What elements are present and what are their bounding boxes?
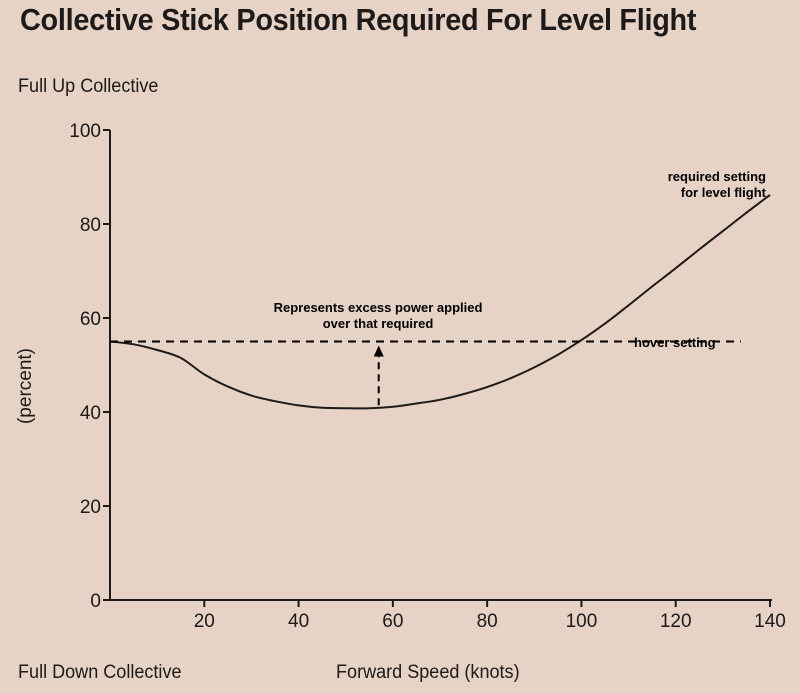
curve-label-line2: for level flight xyxy=(681,185,767,200)
y-tick-label: 0 xyxy=(90,591,101,612)
excess-power-label-line1: Represents excess power applied xyxy=(274,300,483,315)
x-tick-label: 40 xyxy=(288,611,309,632)
hover-setting-label: hover setting xyxy=(634,335,716,350)
x-tick-label: 100 xyxy=(566,611,598,632)
required-setting-curve xyxy=(109,194,771,410)
x-tick-label: 140 xyxy=(754,611,786,632)
axes: 0 20 40 60 80 100 20 40 60 80 100 120 140 xyxy=(69,121,786,632)
excess-power-arrowhead xyxy=(373,345,384,357)
x-axis-label: Forward Speed (knots) xyxy=(336,662,520,683)
excess-power-label-line2: over that required xyxy=(323,316,434,331)
y-axis-bottom-label: Full Down Collective xyxy=(18,662,182,683)
curve-label-line1: required setting xyxy=(668,169,766,184)
y-axis-top-label: Full Up Collective xyxy=(18,76,159,97)
y-tick-label: 80 xyxy=(80,215,101,236)
x-tick-label: 120 xyxy=(660,611,692,632)
y-tick-label: 20 xyxy=(80,497,101,518)
x-tick-label: 80 xyxy=(477,611,498,632)
y-tick-label: 100 xyxy=(69,121,101,142)
x-tick-label: 60 xyxy=(382,611,403,632)
chart-title: Collective Stick Position Required For L… xyxy=(20,2,697,37)
y-tick-label: 60 xyxy=(80,309,101,330)
x-tick-label: 20 xyxy=(194,611,215,632)
y-tick-label: 40 xyxy=(80,403,101,424)
chart-marks xyxy=(109,194,771,410)
